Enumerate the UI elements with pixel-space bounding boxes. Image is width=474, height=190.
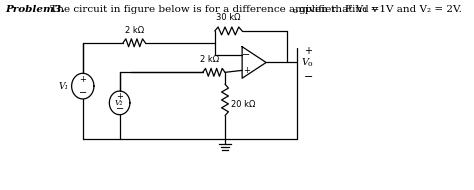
Text: −: − [304,72,313,82]
Text: o: o [307,60,312,68]
Text: V₁: V₁ [58,82,68,91]
Text: −: − [116,104,124,114]
Text: 20 kΩ: 20 kΩ [231,100,255,109]
Text: 2 kΩ: 2 kΩ [125,26,144,35]
Text: given that V₁ =1V and V₂ = 2V.: given that V₁ =1V and V₂ = 2V. [296,5,462,14]
Text: 30 kΩ: 30 kΩ [216,13,241,22]
Text: −: − [79,88,87,97]
Text: Problem3.: Problem3. [5,5,64,14]
Text: +: + [243,66,250,75]
Text: V₂: V₂ [115,99,123,107]
Text: V: V [301,58,308,67]
Text: +: + [304,46,312,56]
Text: 2 kΩ: 2 kΩ [200,55,219,64]
Text: +: + [79,75,86,84]
Text: o: o [292,7,298,15]
Text: +: + [116,93,123,101]
Text: The circuit in figure below is for a difference amplifier.  Find v: The circuit in figure below is for a dif… [47,5,378,14]
Text: −: − [242,50,250,60]
